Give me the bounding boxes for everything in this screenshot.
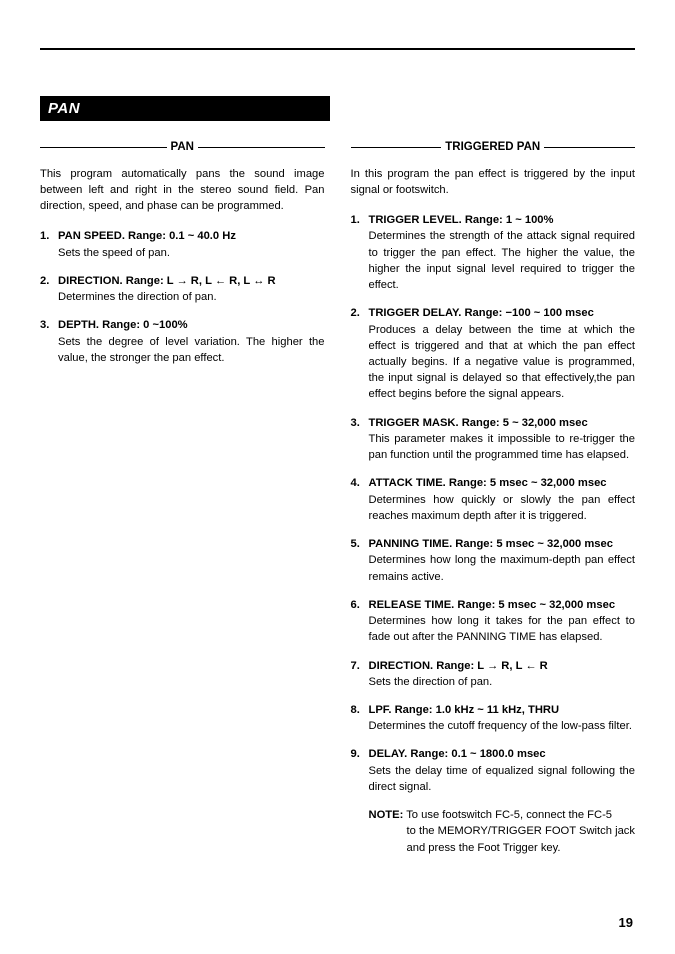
note-label: NOTE: [369,809,404,821]
item-desc: Produces a delay between the time at whi… [369,324,636,401]
left-subheading: PAN [40,139,325,156]
item-title: PANNING TIME. Range: 5 msec ~ 32,000 mse… [369,538,613,550]
list-item: 6. RELEASE TIME. Range: 5 msec ~ 32,000 … [351,597,636,646]
item-desc: Determines the strength of the attack si… [369,230,636,291]
list-item: 5. PANNING TIME. Range: 5 msec ~ 32,000 … [351,536,636,585]
rule-left [40,147,167,148]
item-desc: Sets the degree of level variation. The … [58,336,325,364]
section-bar: PAN [40,96,330,121]
right-heading-text: TRIGGERED PAN [441,139,544,156]
note-line1: To use footswitch FC-5, connect the FC-5 [406,809,612,821]
list-item: 1. TRIGGER LEVEL. Range: 1 ~ 100% Determ… [351,212,636,293]
item-desc: Determines the direction of pan. [58,291,217,303]
list-item: 2. DIRECTION. Range: L → R, L ← R, L ↔ R… [40,273,325,305]
left-intro: This program automatically pans the soun… [40,166,325,215]
list-item: 7. DIRECTION. Range: L → R, L ← R Sets t… [351,658,636,690]
item-title: DIRECTION. Range: L → R, L ← R [369,660,548,672]
item-title: RELEASE TIME. Range: 5 msec ~ 32,000 mse… [369,599,616,611]
list-item: 2. TRIGGER DELAY. Range: −100 ~ 100 msec… [351,305,636,402]
item-title: PAN SPEED. Range: 0.1 ~ 40.0 Hz [58,230,236,242]
item-number: 6. [351,597,360,613]
list-item: 1. PAN SPEED. Range: 0.1 ~ 40.0 Hz Sets … [40,228,325,260]
note-line2: to the MEMORY/TRIGGER FOOT Switch jack a… [369,823,636,855]
list-item: 3. DEPTH. Range: 0 ~100% Sets the degree… [40,317,325,366]
note-block: NOTE: To use footswitch FC-5, connect th… [351,807,636,856]
item-title: DIRECTION. Range: L → R, L ← R, L ↔ R [58,275,276,287]
rule-left [351,147,442,148]
item-desc: Sets the delay time of equalized signal … [369,765,636,793]
left-param-list: 1. PAN SPEED. Range: 0.1 ~ 40.0 Hz Sets … [40,228,325,366]
item-number: 5. [351,536,360,552]
item-title: ATTACK TIME. Range: 5 msec ~ 32,000 msec [369,477,607,489]
item-desc: Determines how long the maximum-depth pa… [369,554,636,582]
columns: PAN This program automatically pans the … [40,139,635,856]
item-title: TRIGGER DELAY. Range: −100 ~ 100 msec [369,307,594,319]
item-title: LPF. Range: 1.0 kHz ~ 11 kHz, THRU [369,704,560,716]
item-desc: Determines the cutoff frequency of the l… [369,720,632,732]
item-number: 9. [351,746,360,762]
list-item: 9. DELAY. Range: 0.1 ~ 1800.0 msec Sets … [351,746,636,795]
list-item: 4. ATTACK TIME. Range: 5 msec ~ 32,000 m… [351,475,636,524]
item-desc: Sets the direction of pan. [369,676,493,688]
right-intro: In this program the pan effect is trigge… [351,166,636,198]
left-heading-text: PAN [167,139,198,156]
item-title: DEPTH. Range: 0 ~100% [58,319,188,331]
item-number: 2. [40,273,49,289]
list-item: 3. TRIGGER MASK. Range: 5 ~ 32,000 msec … [351,415,636,464]
item-number: 1. [40,228,49,244]
left-column: PAN This program automatically pans the … [40,139,325,856]
list-item: 8. LPF. Range: 1.0 kHz ~ 11 kHz, THRU De… [351,702,636,734]
page-number: 19 [619,915,633,930]
item-desc: Sets the speed of pan. [58,247,170,259]
item-title: TRIGGER MASK. Range: 5 ~ 32,000 msec [369,417,588,429]
item-number: 4. [351,475,360,491]
item-number: 7. [351,658,360,674]
item-number: 1. [351,212,360,228]
rule-right [198,147,325,148]
item-desc: Determines how long it takes for the pan… [369,615,636,643]
right-subheading: TRIGGERED PAN [351,139,636,156]
item-desc: Determines how quickly or slowly the pan… [369,494,636,522]
item-number: 2. [351,305,360,321]
top-rule [40,48,635,50]
item-number: 8. [351,702,360,718]
item-desc: This parameter makes it impossible to re… [369,433,636,461]
right-param-list: 1. TRIGGER LEVEL. Range: 1 ~ 100% Determ… [351,212,636,795]
item-title: TRIGGER LEVEL. Range: 1 ~ 100% [369,214,554,226]
item-number: 3. [40,317,49,333]
right-column: TRIGGERED PAN In this program the pan ef… [351,139,636,856]
item-title: DELAY. Range: 0.1 ~ 1800.0 msec [369,748,546,760]
rule-right [544,147,635,148]
item-number: 3. [351,415,360,431]
